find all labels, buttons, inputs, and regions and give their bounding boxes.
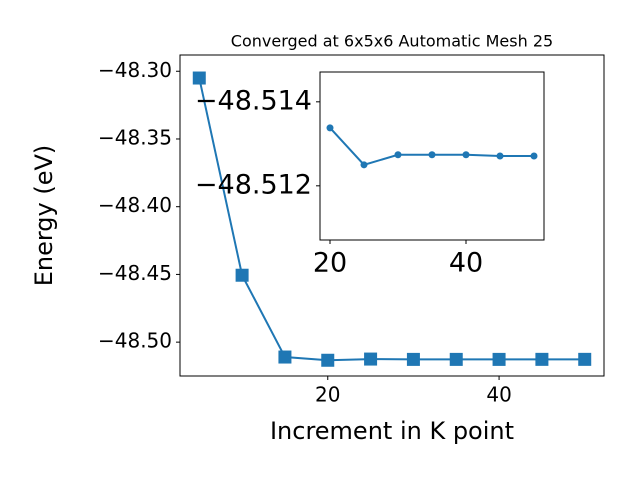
marker [278,350,292,364]
marker [428,151,436,159]
y-tick-label: −48.40 [98,193,172,217]
marker [578,352,592,366]
marker [492,352,506,366]
marker [462,151,470,159]
marker [530,152,538,160]
marker [235,268,249,282]
marker [394,151,402,159]
marker [406,352,420,366]
marker [496,152,504,160]
series-line [198,77,585,362]
y-tick-label: −48.45 [98,261,172,285]
marker [192,71,206,85]
x-tick-label: 20 [313,248,347,279]
marker [364,352,378,366]
y-axis-label: Energy (eV) [30,145,58,287]
y-tick-label: −48.512 [195,169,312,200]
y-tick-label: −48.514 [195,85,312,116]
marker [535,352,549,366]
marker [321,353,335,367]
marker [449,352,463,366]
y-tick-label: −48.30 [98,58,172,82]
x-tick-label: 40 [486,383,511,407]
y-tick-label: −48.50 [98,329,172,353]
marker [360,161,368,169]
y-tick-label: −48.35 [98,125,172,149]
marker [326,124,334,132]
x-axis-label: Increment in K point [270,417,514,445]
x-tick-label: 40 [449,248,483,279]
chart-title: Converged at 6x5x6 Automatic Mesh 25 [231,32,553,51]
x-tick-label: 20 [315,383,340,407]
